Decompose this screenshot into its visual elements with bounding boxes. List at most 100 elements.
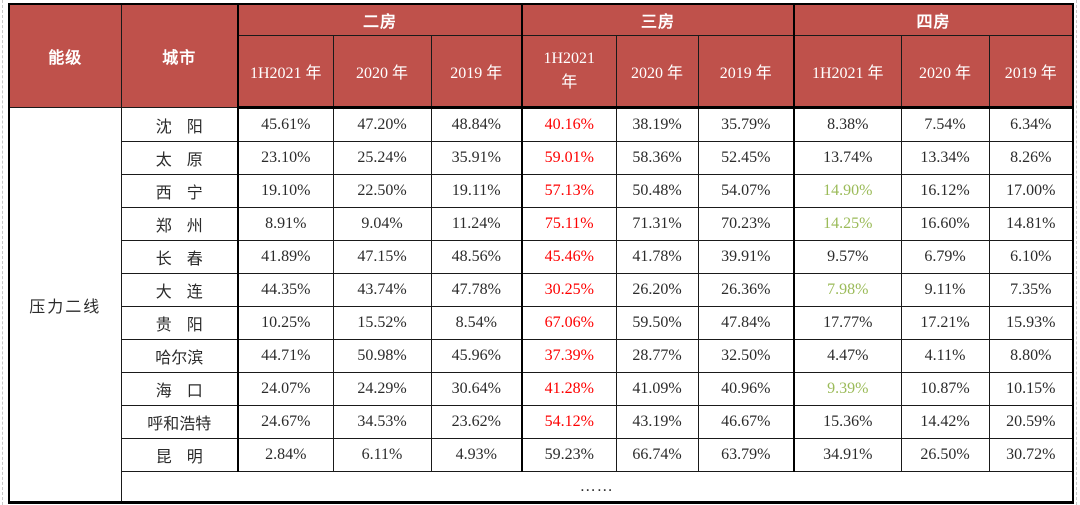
value-cell: 11.24% bbox=[430, 207, 523, 241]
value-cell: 67.06% bbox=[521, 306, 617, 340]
city-cell: 西宁 bbox=[120, 174, 239, 208]
value-cell: 40.96% bbox=[697, 372, 795, 406]
value-cell: 8.26% bbox=[988, 141, 1074, 175]
value-cell: 7.98% bbox=[793, 273, 902, 307]
value-cell: 15.36% bbox=[793, 405, 902, 439]
value-cell: 10.15% bbox=[988, 372, 1074, 406]
value-cell: 30.64% bbox=[430, 372, 523, 406]
value-cell: 6.11% bbox=[332, 438, 432, 472]
value-cell: 10.87% bbox=[900, 372, 990, 406]
value-cell: 4.47% bbox=[793, 339, 902, 373]
header-group-4room: 四房 bbox=[793, 3, 1074, 36]
value-cell: 8.91% bbox=[237, 207, 334, 241]
value-cell: 9.04% bbox=[332, 207, 432, 241]
value-cell: 58.36% bbox=[615, 141, 699, 175]
value-cell: 19.11% bbox=[430, 174, 523, 208]
value-cell: 4.93% bbox=[430, 438, 523, 472]
table-row: 贵阳 10.25% 15.52% 8.54% 67.06% 59.50% 47.84% 17.… bbox=[9, 306, 1074, 340]
value-cell: 9.57% bbox=[793, 240, 902, 274]
header-2room-2020: 2020 年 bbox=[332, 35, 432, 109]
table-row: 压力二线 沈阳 45.61% 47.20% 48.84% 40.16% 38.19% 35.7… bbox=[8, 107, 1074, 503]
header-4room-1h2021: 1H2021 年 bbox=[793, 35, 902, 109]
header-band-row: 能级 城市 二房 三房 四房 bbox=[8, 3, 1074, 108]
value-cell: 45.96% bbox=[430, 339, 523, 373]
table-header: 能级 城市 二房 三房 四房 1H2021 年 2020 年 2019 年 1H… bbox=[8, 3, 1074, 109]
value-cell: 63.79% bbox=[697, 438, 795, 472]
header-3room-1h2021: 1H2021 年 bbox=[521, 35, 617, 109]
value-cell: 26.50% bbox=[900, 438, 990, 472]
page-guide-right bbox=[1076, 0, 1077, 505]
city-cell: 贵阳 bbox=[120, 306, 239, 340]
city-name: 沈阳 bbox=[155, 118, 218, 136]
value-cell: 19.10% bbox=[237, 174, 334, 208]
housing-share-table: 能级 城市 二房 三房 四房 1H2021 年 2020 年 2019 年 1H… bbox=[8, 3, 1075, 504]
value-cell: 50.98% bbox=[332, 339, 432, 373]
header-2room-2019: 2019 年 bbox=[430, 35, 523, 109]
value-cell: 26.20% bbox=[615, 273, 699, 307]
value-cell: 47.78% bbox=[430, 273, 523, 307]
city-name: 哈尔滨 bbox=[155, 350, 204, 367]
header-4room-2020: 2020 年 bbox=[900, 35, 990, 109]
value-cell: 6.10% bbox=[988, 240, 1074, 274]
value-cell: 14.90% bbox=[793, 174, 902, 208]
value-cell: 70.23% bbox=[697, 207, 795, 241]
value-cell: 71.31% bbox=[615, 207, 699, 241]
value-cell: 8.38% bbox=[793, 107, 902, 142]
value-cell: 17.21% bbox=[900, 306, 990, 340]
table-row: 昆明 2.84% 6.11% 4.93% 59.23% 66.74% 63.79% 34.91… bbox=[9, 438, 1074, 472]
value-cell: 59.01% bbox=[521, 141, 617, 175]
value-cell: 14.25% bbox=[793, 207, 902, 241]
value-cell: 17.77% bbox=[793, 306, 902, 340]
value-cell: 9.39% bbox=[793, 372, 902, 406]
city-cell: 郑州 bbox=[120, 207, 239, 241]
city-name: 西宁 bbox=[155, 185, 218, 202]
value-cell: 37.39% bbox=[521, 339, 617, 373]
value-cell: 30.72% bbox=[988, 438, 1074, 472]
value-cell: 66.74% bbox=[615, 438, 699, 472]
value-cell: 48.56% bbox=[430, 240, 523, 274]
city-cell: 昆明 bbox=[120, 438, 239, 472]
value-cell: 6.34% bbox=[988, 107, 1074, 142]
value-cell: 23.10% bbox=[237, 141, 334, 175]
value-cell: 28.77% bbox=[615, 339, 699, 373]
value-cell: 14.81% bbox=[988, 207, 1074, 241]
table-row: 呼和浩特 24.67% 34.53% 23.62% 54.12% 43.19% 46.67%… bbox=[9, 405, 1074, 439]
page-guide-left bbox=[2, 0, 3, 505]
value-cell: 47.20% bbox=[332, 107, 432, 142]
city-name: 呼和浩特 bbox=[147, 416, 212, 433]
value-cell: 17.00% bbox=[988, 174, 1074, 208]
city-name: 大连 bbox=[155, 284, 218, 301]
value-cell: 44.71% bbox=[237, 339, 334, 373]
value-cell: 9.11% bbox=[900, 273, 990, 307]
value-cell: 39.91% bbox=[697, 240, 795, 274]
value-cell: 47.15% bbox=[332, 240, 432, 274]
value-cell: 13.34% bbox=[900, 141, 990, 175]
city-name: 昆明 bbox=[155, 449, 218, 466]
header-group-2room: 二房 bbox=[236, 3, 523, 36]
value-cell: 41.89% bbox=[237, 240, 334, 274]
table-row: 海口 24.07% 24.29% 30.64% 41.28% 41.09% 40.96% 9.… bbox=[9, 372, 1074, 406]
table-row: 西宁 19.10% 22.50% 19.11% 57.13% 50.48% 54.07% 14… bbox=[9, 174, 1074, 208]
city-cell: 海口 bbox=[120, 372, 239, 406]
table-row: 大连 44.35% 43.74% 47.78% 30.25% 26.20% 26.36% 7.… bbox=[9, 273, 1074, 307]
value-cell: 45.61% bbox=[237, 107, 334, 142]
header-city: 城市 bbox=[120, 3, 239, 108]
ellipsis-cell: …… bbox=[120, 471, 1074, 503]
value-cell: 48.84% bbox=[430, 107, 523, 142]
value-cell: 23.62% bbox=[430, 405, 523, 439]
header-group-3room: 三房 bbox=[521, 3, 795, 36]
header-3room-2019: 2019 年 bbox=[697, 35, 795, 109]
value-cell: 2.84% bbox=[237, 438, 334, 472]
header-tier: 能级 bbox=[8, 3, 122, 108]
value-cell: 54.12% bbox=[521, 405, 617, 439]
value-cell: 22.50% bbox=[332, 174, 432, 208]
value-cell: 44.35% bbox=[237, 273, 334, 307]
city-name: 郑州 bbox=[155, 218, 218, 235]
value-cell: 34.53% bbox=[332, 405, 432, 439]
value-cell: 7.35% bbox=[988, 273, 1074, 307]
value-cell: 59.50% bbox=[615, 306, 699, 340]
value-cell: 8.80% bbox=[988, 339, 1074, 373]
value-cell: 26.36% bbox=[697, 273, 795, 307]
city-cell: 长春 bbox=[120, 240, 239, 274]
value-cell: 52.45% bbox=[697, 141, 795, 175]
